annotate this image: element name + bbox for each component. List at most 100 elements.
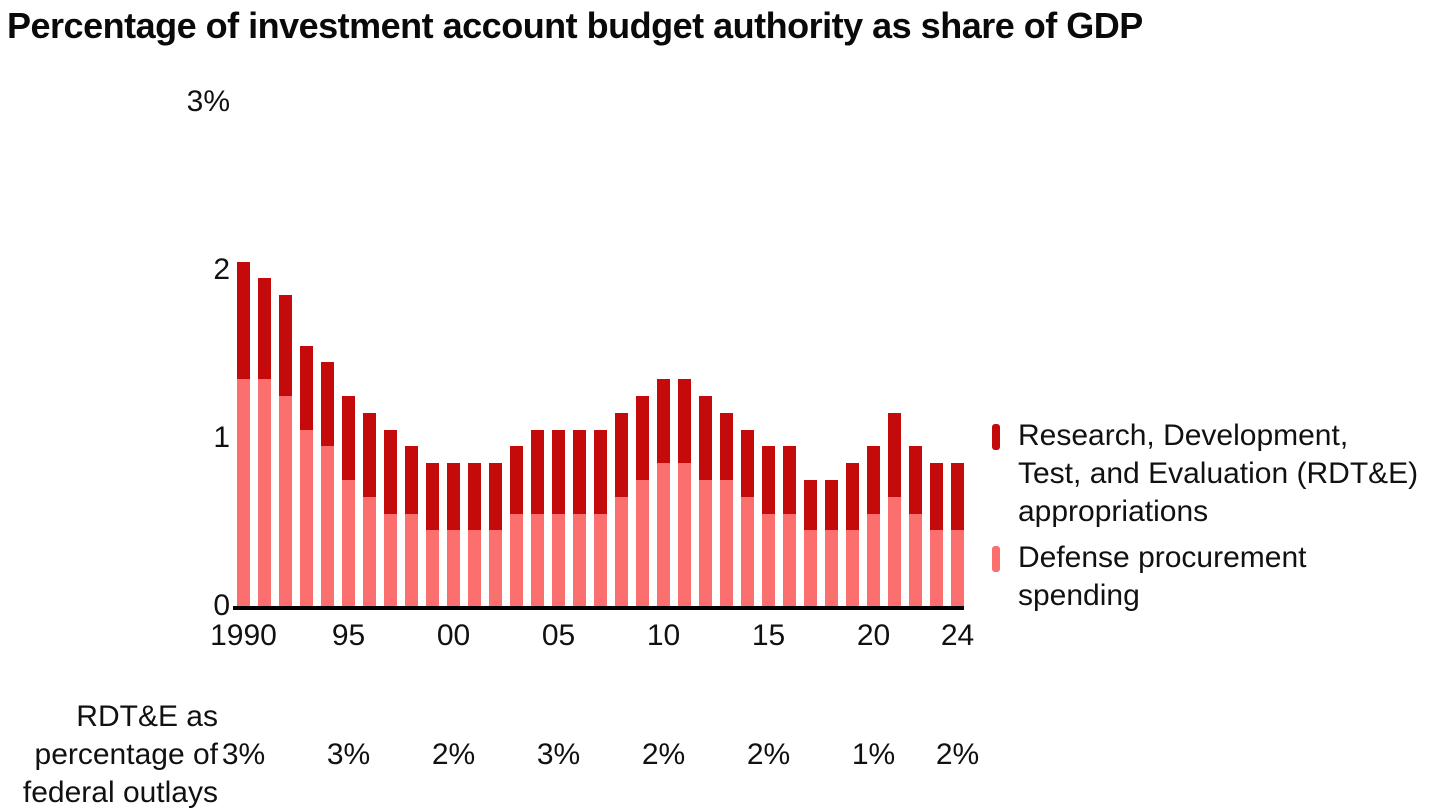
bar-rdte-1995 [342,396,355,480]
bar-rdte-1996 [363,412,376,497]
bar-rdte-2020 [867,446,880,514]
bar-procurement-2004 [531,513,544,606]
bar-procurement-2012 [699,480,712,606]
x-tick-label-2005: 05 [541,619,576,652]
bar-procurement-2017 [804,530,817,606]
footer-value-1995: 3% [326,738,371,771]
bar-rdte-1997 [384,429,397,514]
bar-rdte-2019 [846,463,859,531]
footer-value-2000: 2% [431,738,476,771]
bar-procurement-2022 [909,513,922,606]
bar-rdte-2021 [888,412,901,497]
bar-procurement-2019 [846,530,859,606]
bar-procurement-1994 [321,446,334,606]
bar-rdte-1998 [405,446,418,514]
bar-procurement-2018 [825,530,838,606]
bar-procurement-1991 [258,379,271,606]
bar-rdte-2017 [804,480,817,531]
bar-procurement-2009 [636,480,649,606]
bar-procurement-1997 [384,513,397,606]
bar-procurement-1992 [279,396,292,606]
bar-rdte-2018 [825,480,838,531]
bar-procurement-2013 [720,480,733,606]
chart-title: Percentage of investment account budget … [7,5,1143,46]
bar-procurement-2001 [468,530,481,606]
bar-rdte-2023 [930,463,943,531]
bar-procurement-2014 [741,496,754,606]
bar-rdte-2000 [447,463,460,531]
bar-rdte-2013 [720,412,733,480]
bar-procurement-2010 [657,463,670,606]
footer-value-2015: 2% [746,738,791,771]
legend-label-procurement-line-1: Defense procurement [1018,541,1307,574]
bar-rdte-2006 [573,429,586,514]
y-tick-label-1: 1 [213,421,230,454]
bar-procurement-2008 [615,496,628,606]
bar-rdte-2002 [489,463,502,531]
bar-procurement-2015 [762,513,775,606]
x-tick-label-2000: 00 [436,619,471,652]
footer-value-2024: 2% [935,738,980,771]
bar-procurement-1999 [426,530,439,606]
bar-procurement-1996 [363,496,376,606]
bar-rdte-1994 [321,362,334,447]
bar-procurement-2003 [510,513,523,606]
bar-procurement-1990 [237,379,250,606]
bar-rdte-2022 [909,446,922,514]
bar-procurement-1995 [342,480,355,606]
legend-label-procurement-line-2: spending [1018,579,1140,612]
bar-rdte-2001 [468,463,481,531]
legend-marker-rdte-icon [992,424,1000,450]
bar-procurement-2007 [594,513,607,606]
bar-procurement-2006 [573,513,586,606]
bar-rdte-2004 [531,429,544,514]
x-tick-label-2024: 24 [940,619,975,652]
bar-procurement-2011 [678,463,691,606]
bar-rdte-1992 [279,295,292,396]
bar-rdte-2010 [657,379,670,464]
legend-label-rdte-line-2: Test, and Evaluation (RDT&E) [1018,457,1419,490]
y-tick-label-3: 3% [186,85,230,118]
bar-rdte-2008 [615,412,628,497]
legend-marker-procurement-icon [992,546,1000,572]
bar-rdte-2011 [678,379,691,464]
bar-procurement-2005 [552,513,565,606]
bar-procurement-1998 [405,513,418,606]
x-tick-label-2015: 15 [751,619,786,652]
x-tick-label-1990: 1990 [210,619,277,652]
y-tick-label-0: 0 [213,589,230,622]
bar-rdte-2024 [951,463,964,531]
footer-note: RDT&E as percentage of federal outlays [0,698,218,810]
legend-label-rdte-line-1: Research, Development, [1018,419,1349,452]
bar-procurement-2020 [867,513,880,606]
bar-rdte-2003 [510,446,523,514]
footer-value-2005: 3% [536,738,581,771]
footer-note-line-3: federal outlays [22,776,218,809]
bar-rdte-2014 [741,429,754,497]
footer-note-line-1: RDT&E as [76,700,218,733]
x-tick-label-2010: 10 [646,619,681,652]
bar-rdte-1999 [426,463,439,531]
bar-rdte-2015 [762,446,775,514]
bar-rdte-2005 [552,429,565,514]
footer-note-line-2: percentage of [34,738,218,771]
bar-rdte-2009 [636,396,649,480]
x-tick-label-2020: 20 [856,619,891,652]
bar-procurement-2016 [783,513,796,606]
bar-procurement-2000 [447,530,460,606]
footer-value-2010: 2% [641,738,686,771]
bar-procurement-2002 [489,530,502,606]
bar-rdte-2016 [783,446,796,514]
bar-procurement-2023 [930,530,943,606]
y-tick-label-2: 2 [213,253,230,286]
bar-rdte-2012 [699,396,712,480]
footer-value-1990: 3% [221,738,266,771]
bar-rdte-1993 [300,345,313,430]
x-tick-label-1995: 95 [331,619,366,652]
bar-procurement-2021 [888,496,901,606]
legend-label-procurement: Defense procurement spending [1018,539,1307,615]
bar-procurement-1993 [300,429,313,606]
legend-label-rdte: Research, Development, Test, and Evaluati… [1018,417,1418,531]
bar-rdte-1990 [237,261,250,380]
